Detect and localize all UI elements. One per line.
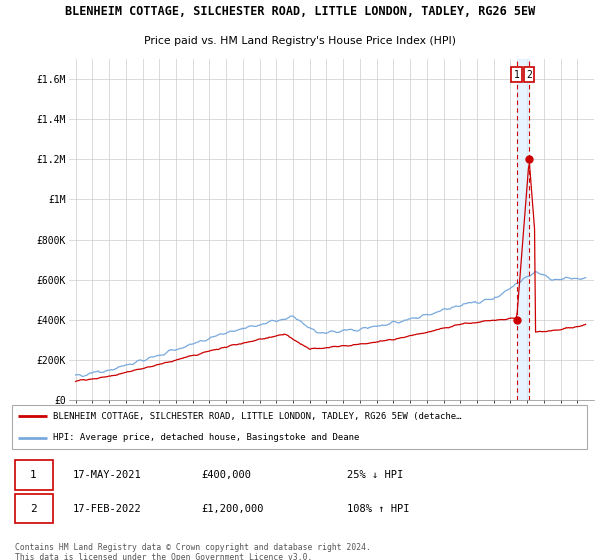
Text: BLENHEIM COTTAGE, SILCHESTER ROAD, LITTLE LONDON, TADLEY, RG26 5EW: BLENHEIM COTTAGE, SILCHESTER ROAD, LITTL…: [65, 4, 535, 18]
Text: £1,200,000: £1,200,000: [201, 503, 263, 514]
Text: 17-FEB-2022: 17-FEB-2022: [73, 503, 142, 514]
Text: 17-MAY-2021: 17-MAY-2021: [73, 470, 142, 480]
Text: Contains HM Land Registry data © Crown copyright and database right 2024.
This d: Contains HM Land Registry data © Crown c…: [15, 543, 371, 560]
FancyBboxPatch shape: [12, 405, 587, 449]
FancyBboxPatch shape: [15, 460, 53, 490]
Text: Price paid vs. HM Land Registry's House Price Index (HPI): Price paid vs. HM Land Registry's House …: [144, 36, 456, 46]
FancyBboxPatch shape: [15, 494, 53, 524]
Text: 25% ↓ HPI: 25% ↓ HPI: [347, 470, 403, 480]
Text: £400,000: £400,000: [201, 470, 251, 480]
Text: 1: 1: [514, 70, 520, 80]
Bar: [517, 59, 529, 400]
Text: 108% ↑ HPI: 108% ↑ HPI: [347, 503, 409, 514]
Text: BLENHEIM COTTAGE, SILCHESTER ROAD, LITTLE LONDON, TADLEY, RG26 5EW (detache…: BLENHEIM COTTAGE, SILCHESTER ROAD, LITTL…: [53, 412, 461, 421]
Text: 1: 1: [30, 470, 37, 480]
Text: 2: 2: [526, 70, 532, 80]
Text: HPI: Average price, detached house, Basingstoke and Deane: HPI: Average price, detached house, Basi…: [53, 433, 359, 442]
Text: 2: 2: [30, 503, 37, 514]
